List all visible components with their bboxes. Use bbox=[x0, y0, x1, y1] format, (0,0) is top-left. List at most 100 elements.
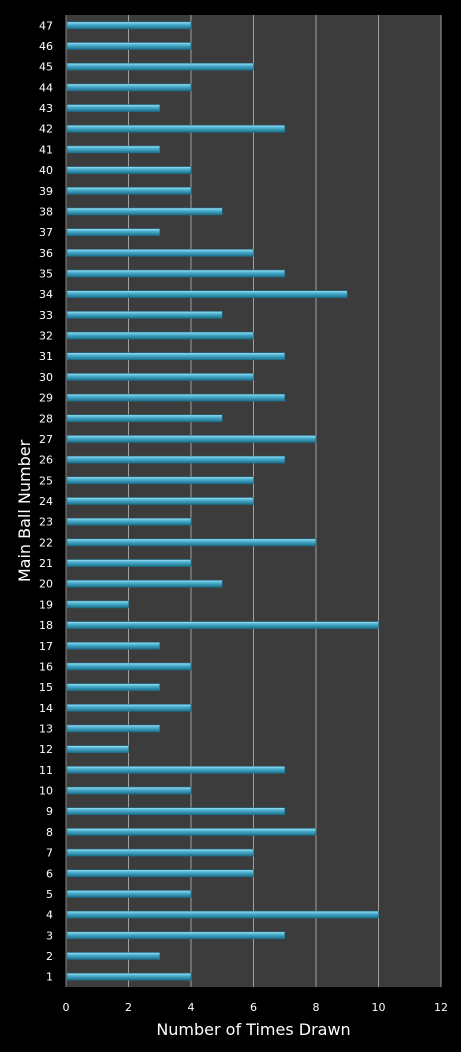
x-tick-label: 6 bbox=[250, 1001, 257, 1014]
bar-ball-27 bbox=[66, 435, 317, 443]
bar-ball-15 bbox=[66, 683, 161, 691]
y-axis-title: Main Ball Number bbox=[15, 439, 34, 582]
bar-ball-8 bbox=[66, 828, 317, 836]
bar-ball-14 bbox=[66, 704, 192, 712]
bar-ball-20 bbox=[66, 579, 223, 588]
y-tick-label: 47 bbox=[39, 19, 53, 32]
x-tick-label: 8 bbox=[313, 1001, 320, 1014]
y-tick-label: 12 bbox=[39, 743, 53, 756]
y-tick-label: 19 bbox=[39, 598, 53, 611]
y-tick-label: 3 bbox=[46, 929, 53, 942]
bar-ball-17 bbox=[66, 641, 161, 650]
y-tick-label: 43 bbox=[39, 102, 53, 115]
y-tick-label: 44 bbox=[39, 81, 53, 94]
x-tick-label: 4 bbox=[188, 1001, 195, 1014]
bar-ball-37 bbox=[66, 228, 161, 236]
x-tick-label: 2 bbox=[125, 1001, 132, 1014]
y-tick-label: 14 bbox=[39, 702, 53, 715]
bar-ball-35 bbox=[66, 269, 286, 278]
y-tick-label: 17 bbox=[39, 640, 53, 653]
bar-ball-40 bbox=[66, 166, 192, 174]
y-tick-label: 33 bbox=[39, 309, 53, 322]
bars bbox=[66, 21, 379, 981]
y-tick-label: 40 bbox=[39, 164, 53, 177]
bar-ball-11 bbox=[66, 766, 286, 774]
bar-ball-12 bbox=[66, 745, 129, 753]
bar-ball-42 bbox=[66, 124, 286, 133]
bar-ball-29 bbox=[66, 393, 286, 402]
y-tick-label: 24 bbox=[39, 495, 53, 508]
y-tick-label: 4 bbox=[46, 909, 53, 922]
bar-ball-4 bbox=[66, 910, 379, 919]
x-tick-label: 0 bbox=[63, 1001, 70, 1014]
y-tick-label: 11 bbox=[39, 764, 53, 777]
y-tick-label: 37 bbox=[39, 226, 53, 239]
bar-ball-44 bbox=[66, 83, 192, 92]
y-tick-label: 13 bbox=[39, 722, 53, 735]
y-tick-label: 8 bbox=[46, 826, 53, 839]
y-tick-label: 42 bbox=[39, 123, 53, 136]
bar-ball-13 bbox=[66, 724, 161, 733]
bar-ball-6 bbox=[66, 869, 254, 878]
y-tick-label: 36 bbox=[39, 247, 53, 260]
y-tick-label: 46 bbox=[39, 40, 53, 53]
bar-ball-22 bbox=[66, 538, 317, 547]
y-tick-label: 5 bbox=[46, 888, 53, 901]
bar-ball-10 bbox=[66, 786, 192, 795]
bar-ball-46 bbox=[66, 42, 192, 50]
x-tick-label: 10 bbox=[372, 1001, 386, 1014]
y-tick-label: 23 bbox=[39, 516, 53, 529]
bar-ball-19 bbox=[66, 600, 129, 609]
y-tick-label: 30 bbox=[39, 371, 53, 384]
bar-ball-23 bbox=[66, 517, 192, 526]
bar-ball-38 bbox=[66, 207, 223, 216]
x-tick-labels: 0 2 4 6 8 10 12 bbox=[63, 1001, 449, 1014]
x-tick-label: 12 bbox=[434, 1001, 448, 1014]
y-tick-label: 32 bbox=[39, 330, 53, 343]
bar-ball-30 bbox=[66, 373, 254, 381]
y-tick-label: 35 bbox=[39, 268, 53, 281]
bar-ball-2 bbox=[66, 952, 161, 960]
y-tick-label: 34 bbox=[39, 288, 53, 301]
bar-ball-43 bbox=[66, 104, 161, 112]
bar-ball-7 bbox=[66, 848, 254, 857]
y-tick-label: 16 bbox=[39, 660, 53, 673]
bar-ball-16 bbox=[66, 662, 192, 671]
y-tick-label: 41 bbox=[39, 143, 53, 156]
bar-ball-9 bbox=[66, 807, 286, 816]
y-tick-label: 45 bbox=[39, 61, 53, 74]
y-tick-label: 10 bbox=[39, 785, 53, 798]
y-tick-labels: 1234567891011121314151617181920212223242… bbox=[39, 19, 53, 983]
bar-ball-36 bbox=[66, 249, 254, 257]
y-tick-label: 7 bbox=[46, 847, 53, 860]
y-tick-label: 9 bbox=[46, 805, 53, 818]
x-axis-title: Number of Times Drawn bbox=[156, 1020, 350, 1039]
y-tick-label: 29 bbox=[39, 392, 53, 405]
bar-ball-31 bbox=[66, 352, 286, 361]
bar-ball-41 bbox=[66, 145, 161, 154]
y-tick-label: 18 bbox=[39, 619, 53, 632]
y-tick-label: 26 bbox=[39, 454, 53, 467]
y-tick-label: 38 bbox=[39, 205, 53, 218]
bar-ball-25 bbox=[66, 476, 254, 485]
bar-ball-45 bbox=[66, 62, 254, 71]
bar-ball-28 bbox=[66, 414, 223, 423]
bar-ball-18 bbox=[66, 621, 379, 629]
bar-ball-21 bbox=[66, 559, 192, 567]
y-tick-label: 21 bbox=[39, 557, 53, 570]
bar-ball-3 bbox=[66, 931, 286, 940]
y-tick-label: 15 bbox=[39, 681, 53, 694]
bar-ball-5 bbox=[66, 890, 192, 898]
bar-ball-34 bbox=[66, 290, 348, 298]
y-tick-label: 2 bbox=[46, 950, 53, 963]
bar-ball-39 bbox=[66, 186, 192, 195]
bar-ball-24 bbox=[66, 497, 254, 505]
y-tick-label: 31 bbox=[39, 350, 53, 363]
bar-ball-33 bbox=[66, 311, 223, 319]
y-tick-label: 27 bbox=[39, 433, 53, 446]
y-tick-label: 28 bbox=[39, 412, 53, 425]
bar-ball-1 bbox=[66, 972, 192, 981]
y-tick-label: 39 bbox=[39, 185, 53, 198]
bar-ball-47 bbox=[66, 21, 192, 30]
y-tick-label: 6 bbox=[46, 867, 53, 880]
